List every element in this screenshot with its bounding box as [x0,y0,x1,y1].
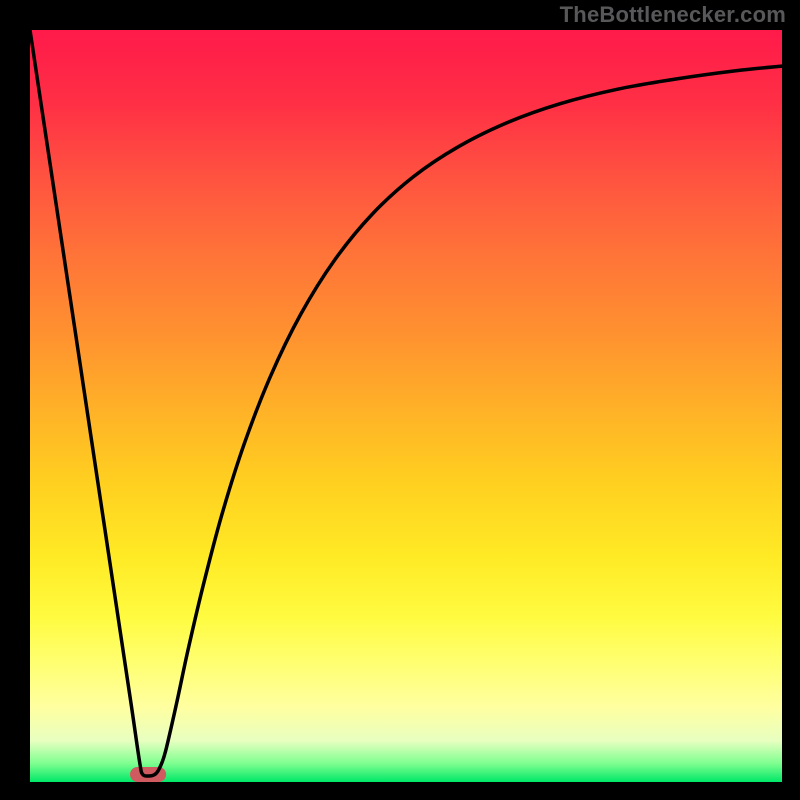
watermark-text: TheBottlenecker.com [560,2,786,28]
plot-svg [30,30,782,782]
chart-container: TheBottlenecker.com [0,0,800,800]
plot-area [30,30,782,782]
gradient-background [30,30,782,782]
